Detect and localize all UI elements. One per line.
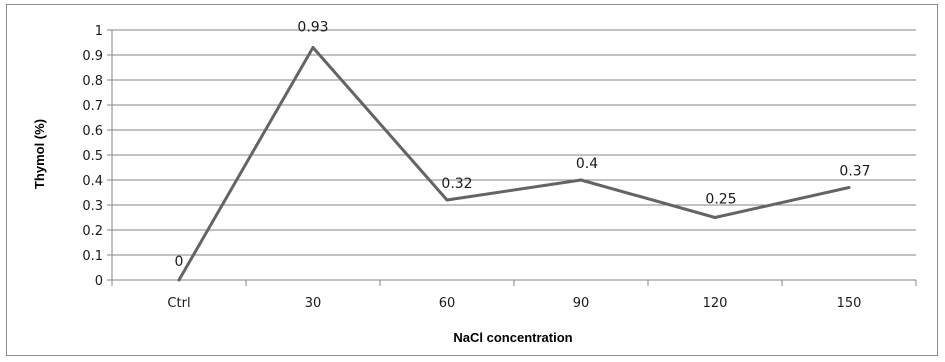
axes: 0 0.1 0.2 0.3 0.4 0.5 0.6 0.7 0.8 0.9 1 Ctrl 30 60 90 1… — [82, 24, 917, 311]
x-tick-label: 150 — [837, 296, 862, 311]
y-tick-label: 1 — [95, 24, 103, 39]
data-point — [177, 278, 181, 282]
data-point — [311, 46, 315, 49]
x-tick-label: 60 — [439, 296, 456, 311]
data-point — [579, 178, 583, 182]
data-label: 0.37 — [839, 164, 870, 180]
y-tick-label: 0.7 — [82, 99, 103, 114]
y-tick-label: 0.8 — [82, 74, 103, 89]
y-tick-label: 0 — [95, 274, 103, 289]
y-tick-label: 0.6 — [82, 124, 103, 139]
y-tick-label: 0.4 — [82, 174, 103, 189]
x-tick-label: 90 — [573, 296, 590, 311]
x-tick-label: Ctrl — [167, 296, 190, 311]
x-axis-title: NaCl concentration — [453, 330, 572, 345]
x-tick-label: 30 — [305, 296, 322, 311]
data-labels: 0 0.93 0.32 0.4 0.25 0.37 — [175, 20, 871, 271]
y-tick-label: 0.1 — [82, 249, 103, 264]
y-tick-label: 0.5 — [82, 149, 103, 164]
series-line — [177, 46, 850, 281]
data-label: 0.4 — [576, 156, 598, 172]
data-label: 0 — [175, 254, 184, 270]
y-axis-title: Thymol (%) — [32, 119, 47, 189]
data-point — [445, 198, 449, 202]
y-tick-label: 0.9 — [82, 49, 103, 64]
y-tick-label: 0.3 — [82, 199, 103, 214]
series-layer — [177, 46, 851, 282]
data-label: 0.32 — [441, 176, 472, 192]
x-tick-label: 120 — [703, 296, 728, 311]
data-label: 0.93 — [297, 20, 328, 36]
data-point — [713, 216, 717, 219]
data-point — [847, 186, 851, 189]
gridlines — [112, 29, 916, 256]
y-tick-label: 0.2 — [82, 224, 103, 239]
data-label: 0.25 — [705, 192, 736, 208]
